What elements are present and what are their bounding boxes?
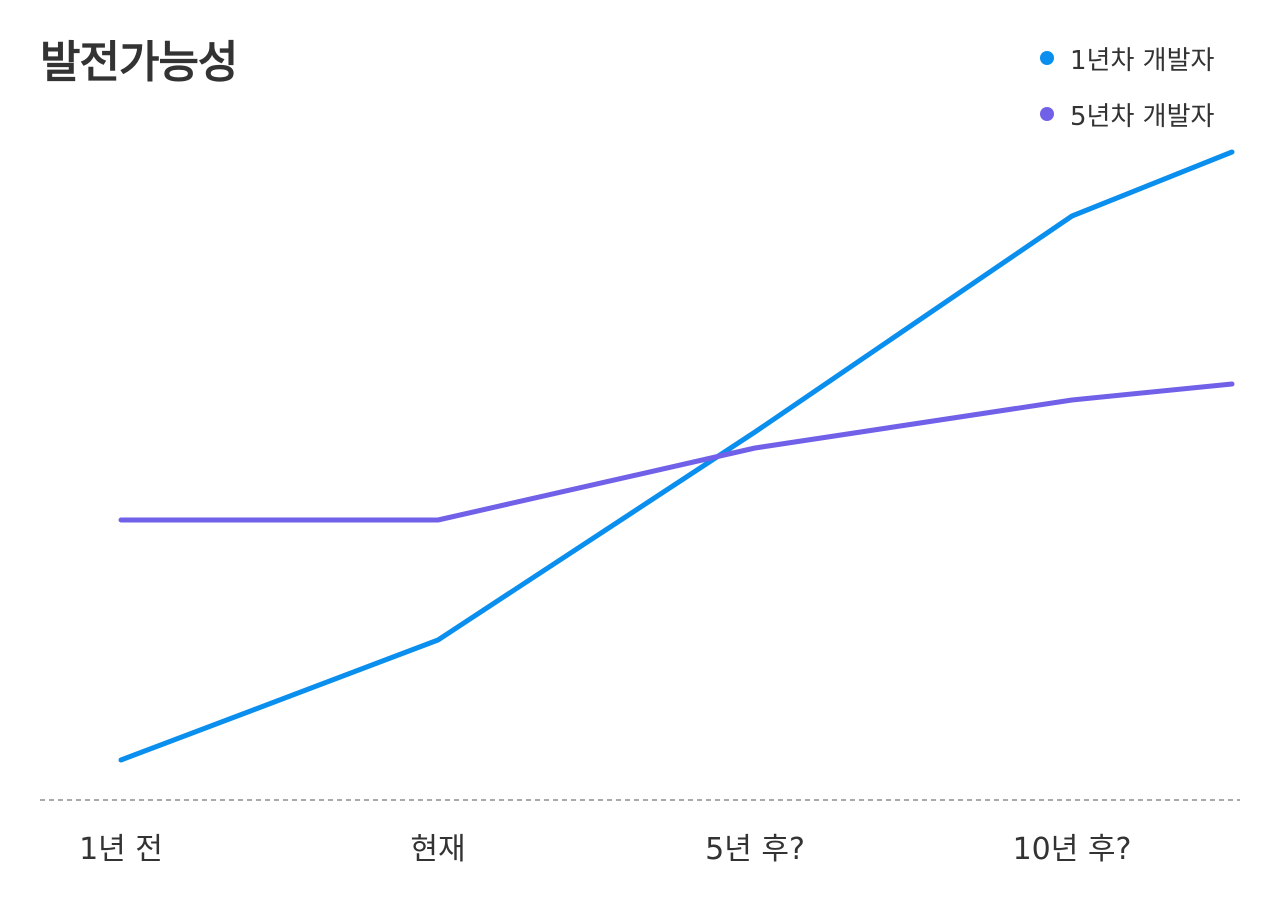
legend-marker-series-2 [1040, 107, 1054, 121]
x-tick-label-1: 1년 전 [79, 832, 163, 867]
vertical-gridlines [119, 175, 1074, 800]
legend-label-series-1: 1년차 개발자 [1070, 45, 1215, 76]
x-tick-label-4: 10년 후? [1012, 832, 1132, 867]
x-tick-label-2: 현재 [410, 832, 466, 867]
legend-item-series-1: 1년차 개발자 [1040, 30, 1240, 86]
x-tick-label-3: 5년 후? [705, 832, 805, 867]
x-axis-tick-labels: 1년 전 현재 5년 후? 10년 후? [0, 824, 1280, 884]
legend-marker-series-1 [1040, 51, 1054, 65]
series-line-1 [118, 149, 1235, 763]
series-lines [118, 149, 1235, 763]
series-line-2 [118, 381, 1235, 523]
legend-item-series-2: 5년차 개발자 [1040, 86, 1240, 142]
chart-title: 발전가능성 [40, 37, 238, 88]
legend-label-series-2: 5년차 개발자 [1070, 101, 1215, 132]
legend: 1년차 개발자 5년차 개발자 [1040, 30, 1240, 142]
